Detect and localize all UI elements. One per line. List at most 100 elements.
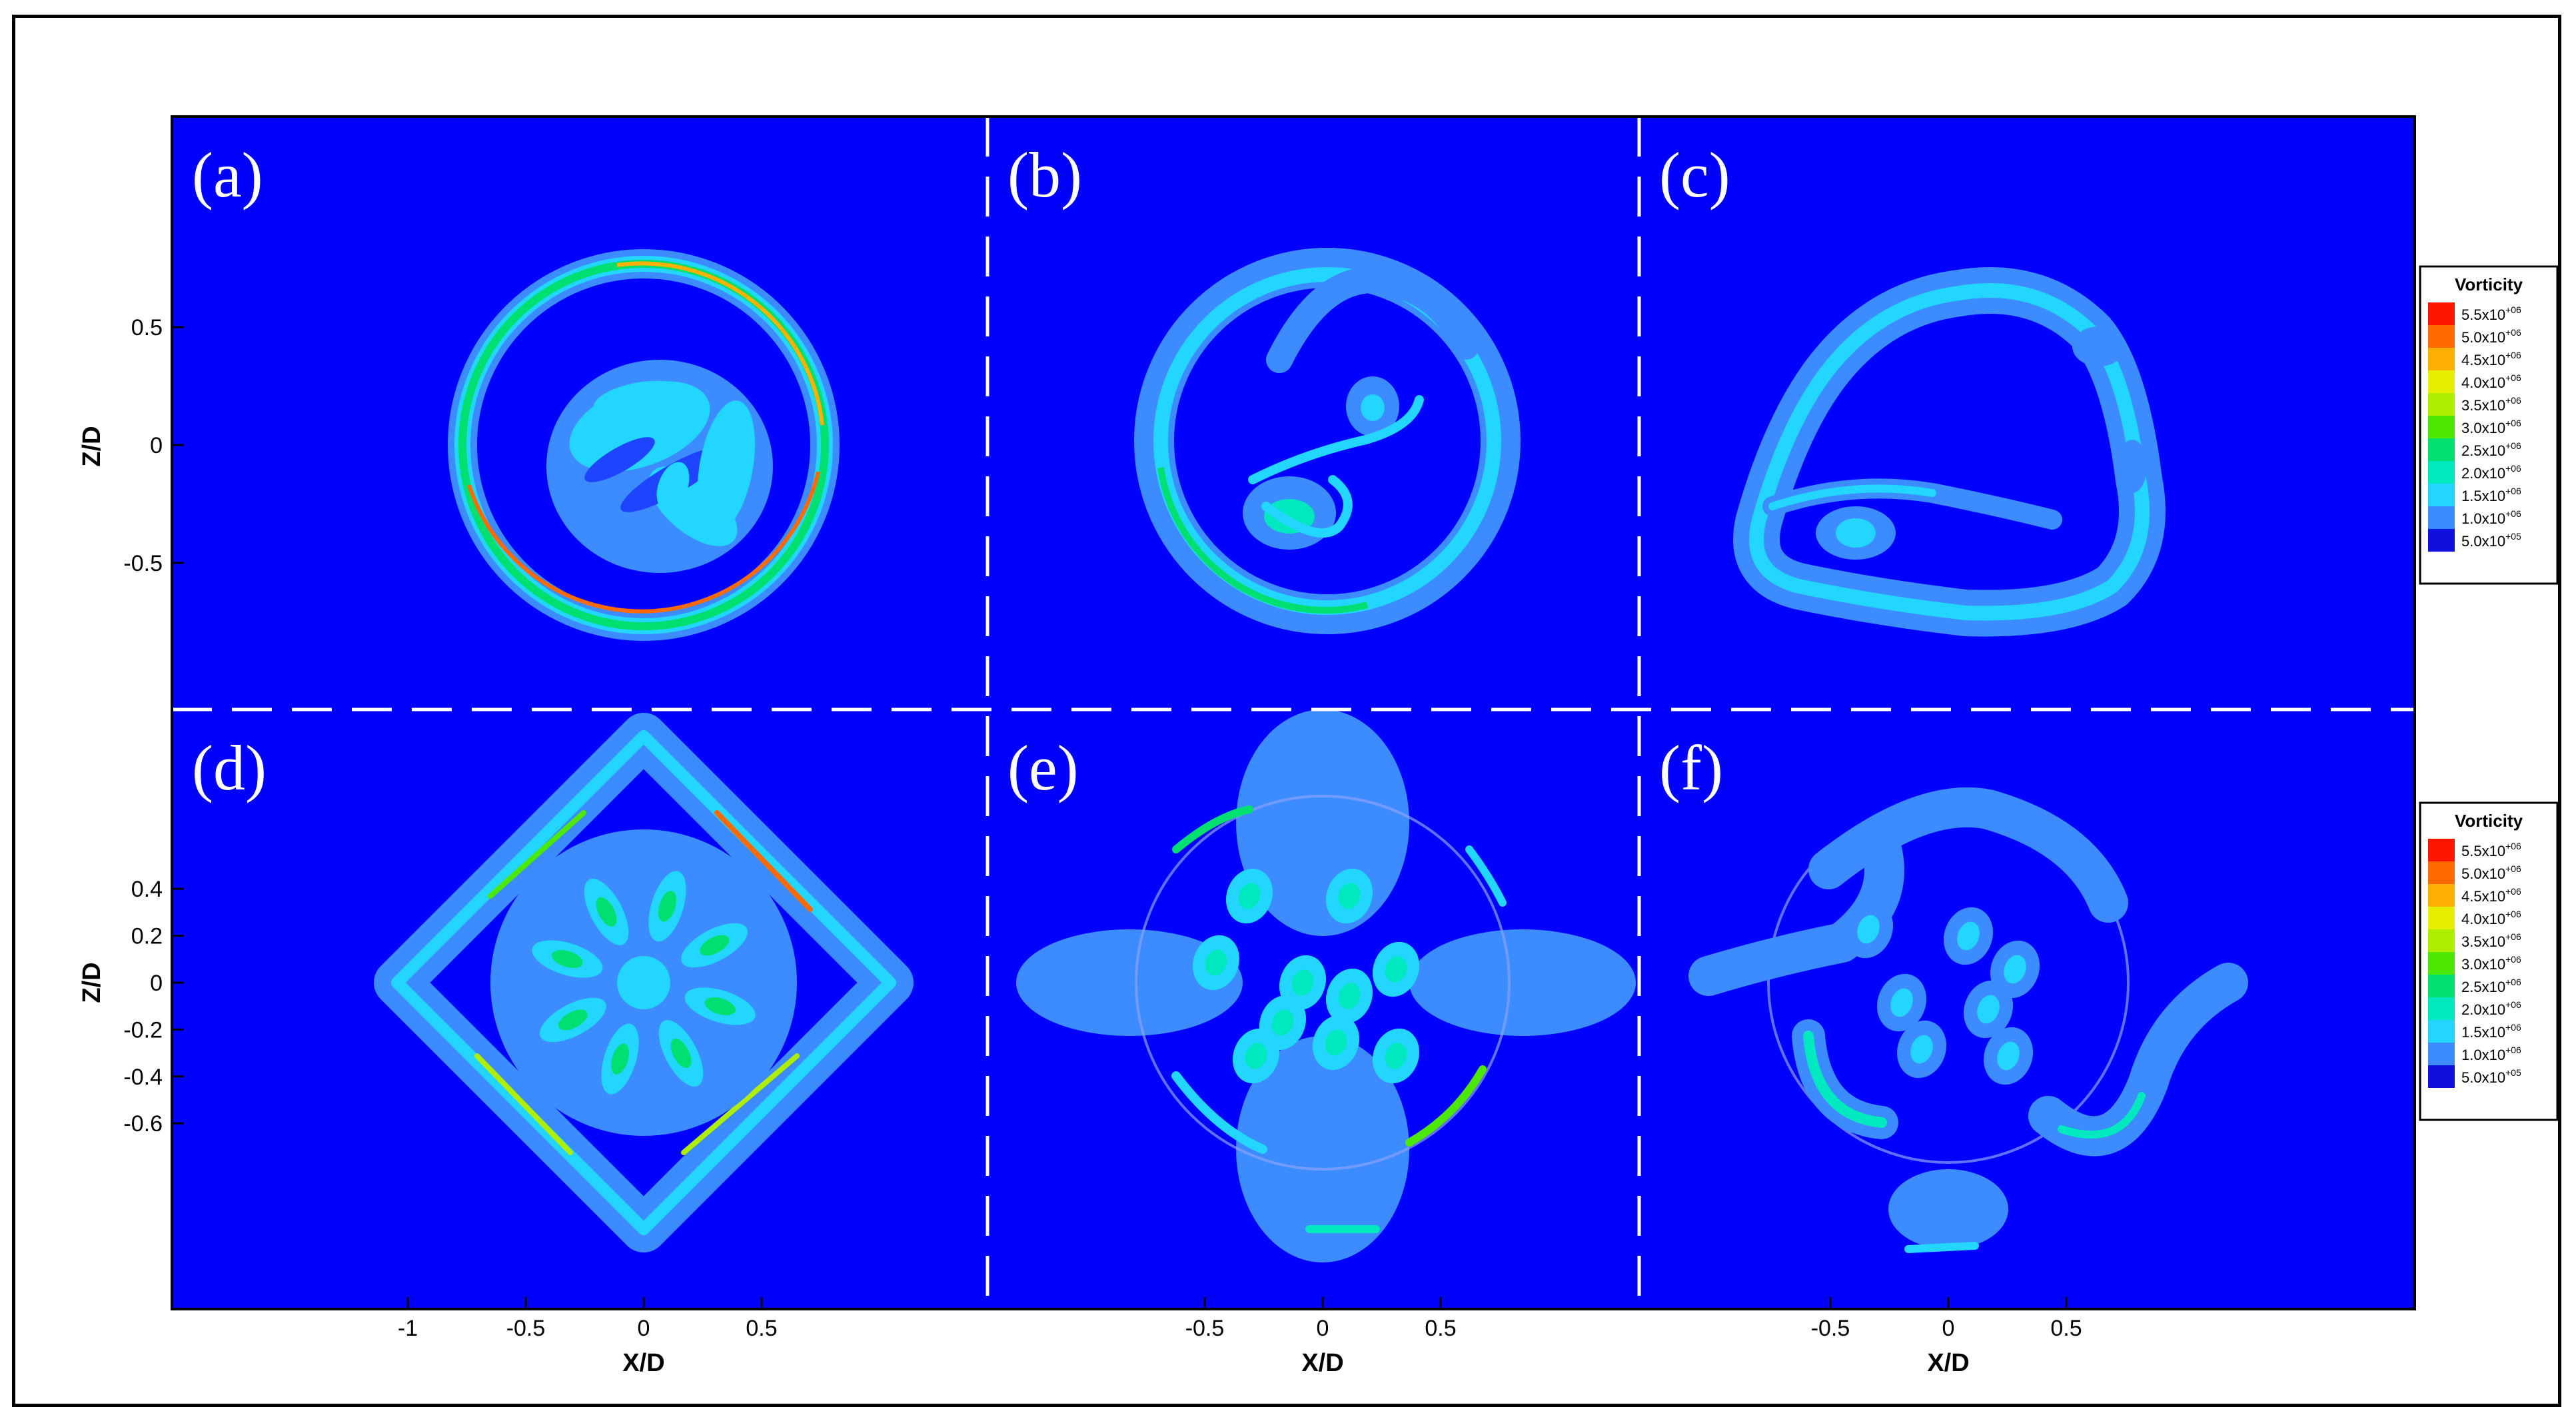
vortex-sheet	[1904, 1242, 1979, 1253]
panel-label: (d)	[192, 732, 267, 803]
vortex-peak	[1338, 883, 1361, 909]
z-axis-title-bottom: Z/D	[78, 962, 106, 1003]
panel-label: (c)	[1659, 139, 1730, 211]
vorticity-legend: Vorticity5.5x10+065.0x10+064.5x10+064.0x…	[2419, 801, 2559, 1121]
sheet-peak	[2058, 1092, 2146, 1139]
vortex-peak	[1325, 1029, 1347, 1056]
panel-labels: (a) (b) (c) (d) (e) (f)	[192, 139, 1730, 803]
vortex-peak	[1245, 1043, 1267, 1069]
core-inner	[584, 437, 655, 482]
legend-swatch	[2428, 907, 2455, 929]
edge-blob	[2118, 440, 2147, 493]
petal-peak	[552, 950, 583, 969]
vortex-peak	[1338, 983, 1361, 1009]
vortex-peak	[1205, 949, 1227, 976]
core-sheet	[1261, 475, 1353, 538]
legend-level-label: 5.0x10+05	[2461, 531, 2521, 550]
legend-swatch	[2428, 529, 2455, 552]
panel-e-contours	[1016, 710, 1636, 1262]
legend-title: Vorticity	[2455, 811, 2523, 831]
z-tick-label: 0.2	[131, 924, 163, 949]
legend-swatch	[2428, 1065, 2455, 1088]
legend-swatch	[2428, 952, 2455, 975]
vortex-peak	[1910, 1035, 1933, 1064]
legend-swatch	[2428, 438, 2455, 461]
vortex-sheet	[1405, 1065, 1487, 1147]
legend-swatch	[2428, 884, 2455, 907]
panel-label: (e)	[1007, 732, 1079, 803]
z-axis-title-top: Z/D	[78, 426, 106, 466]
petal-peak	[700, 935, 730, 956]
x-tick-label: 0.5	[746, 1316, 777, 1341]
sheet-peak	[474, 1053, 573, 1155]
legend-swatch	[2428, 302, 2455, 325]
x-tick-label: 0	[1942, 1316, 1955, 1341]
reference-circle	[1135, 795, 1511, 1171]
diamond-core	[391, 730, 896, 1235]
legend-level-label: 4.5x10+06	[2461, 350, 2521, 368]
x-axis-title-1: X/D	[622, 1349, 664, 1377]
vortex-peak	[1238, 883, 1261, 909]
legend-swatch	[2428, 461, 2455, 484]
x-tick-label: 0.5	[2050, 1316, 2082, 1341]
z-tick-label: -0.6	[123, 1111, 163, 1137]
vortex-sheet	[1465, 845, 1507, 907]
legend-swatch	[2428, 1020, 2455, 1043]
x-tick-label: -0.5	[506, 1316, 546, 1341]
vortex-sheet	[1172, 805, 1253, 853]
vortex-peak	[1957, 921, 1980, 951]
lobe-right	[1409, 929, 1636, 1036]
z-tick-label: 0.5	[131, 315, 163, 340]
x-tick-label: 0	[638, 1316, 650, 1341]
panel-b-contours	[1134, 248, 1521, 634]
legend-swatch	[2428, 929, 2455, 952]
panel-label: (a)	[192, 139, 263, 211]
vortex-peak	[1385, 1043, 1407, 1069]
panel-label: (f)	[1659, 732, 1723, 803]
x-tick-label: 0	[1317, 1316, 1329, 1341]
sheet-peak	[1803, 1031, 1887, 1128]
z-tick-label: -0.5	[123, 551, 163, 576]
legend-swatch	[2428, 506, 2455, 529]
lobe-left	[1016, 929, 1243, 1036]
legend-swatch	[2428, 1043, 2455, 1065]
vortex-peak	[1271, 1009, 1294, 1036]
panel-c-contours	[1733, 267, 2166, 637]
legend-swatch	[2428, 325, 2455, 348]
legend-swatch	[2428, 393, 2455, 416]
petal-peak	[670, 1039, 692, 1069]
core-dot	[1361, 394, 1385, 421]
z-tick-label: -0.4	[123, 1065, 163, 1090]
figure-frame	[12, 15, 2561, 1407]
core-arm	[697, 400, 756, 532]
vortex-peak	[1977, 995, 2000, 1024]
core-arm	[593, 380, 686, 419]
core-sheet	[1248, 395, 1424, 484]
petal-peak	[558, 1009, 588, 1031]
x-tick-label: -1	[398, 1316, 418, 1341]
legends: Vorticity5.5x10+065.0x10+064.5x10+064.0x…	[2419, 265, 2559, 1121]
inner-sheet-core	[1768, 484, 1936, 510]
core-vortex-peak	[1836, 518, 1876, 548]
ring-peak	[1157, 467, 1369, 614]
sheet-peak	[681, 1053, 800, 1155]
panel-a-contours	[448, 249, 840, 641]
vortex-peak	[1997, 1041, 2020, 1071]
lobe-bottom	[1236, 1036, 1409, 1262]
vortex-sheet	[1171, 1071, 1267, 1154]
petal-peak	[658, 891, 676, 922]
core-dot	[656, 462, 690, 511]
legend-level-label: 5.0x10+06	[2461, 327, 2521, 346]
sheet-peak	[488, 810, 586, 899]
lobe-bottom	[1888, 1169, 2008, 1249]
panel-d-contours	[374, 713, 914, 1252]
vortex-peak	[2004, 955, 2026, 984]
vorticity-contours	[374, 248, 2248, 1262]
axis-ticks: 0.5 0 -0.5 0.4 0.2 0 -0.2 -0.4 -0.6 -1 -0.5 0 0.5 -0.…	[123, 315, 2082, 1341]
z-tick-label: 0	[150, 433, 163, 458]
legend-swatch	[2428, 975, 2455, 997]
panel-f-contours	[1688, 787, 2248, 1253]
edge-blob	[2072, 326, 2126, 366]
legend-swatch	[2428, 348, 2455, 370]
x-tick-label: -0.5	[1811, 1316, 1850, 1341]
